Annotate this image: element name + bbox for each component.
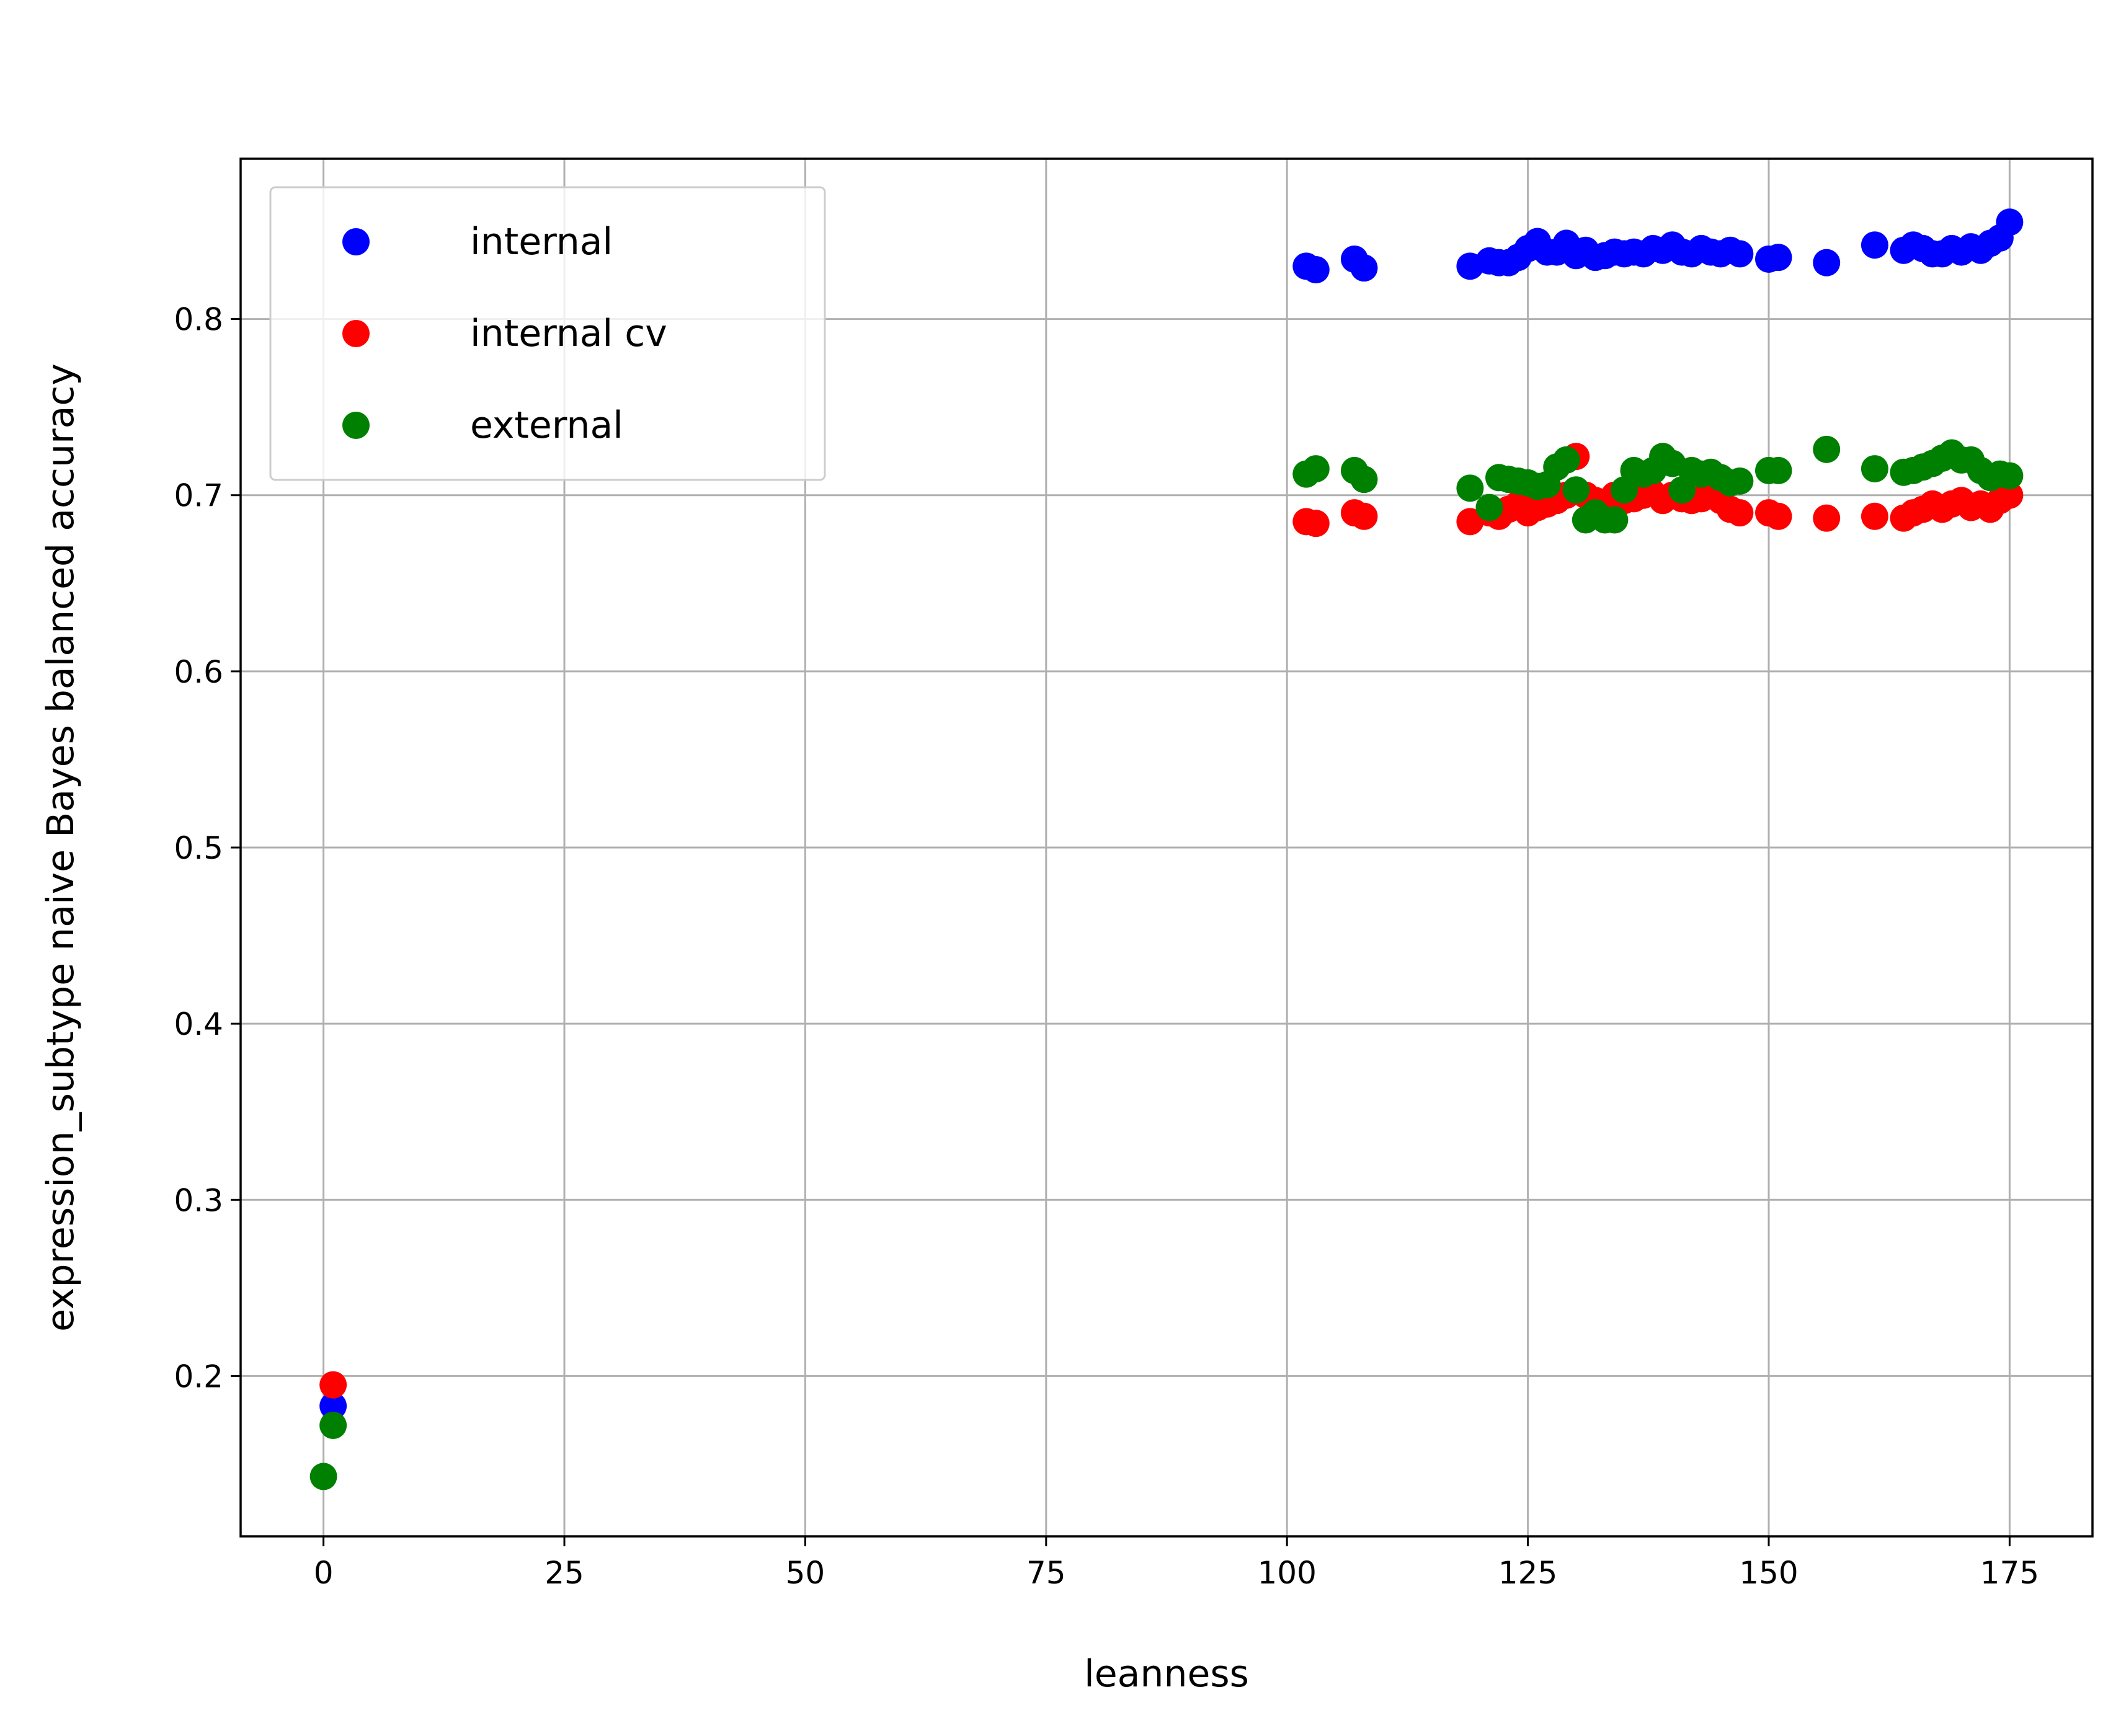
data-points <box>309 208 2024 1490</box>
y-tick-label: 0.7 <box>174 478 223 514</box>
point-internal <box>1764 244 1792 272</box>
legend-label-internal-cv: internal cv <box>470 312 667 355</box>
point-external <box>309 1463 337 1490</box>
y-tick-label: 0.4 <box>174 1006 223 1042</box>
y-tick-label: 0.3 <box>174 1182 223 1218</box>
point-external <box>1861 455 1888 483</box>
point-internal-cv <box>1861 502 1888 530</box>
y-tick-label: 0.6 <box>174 654 223 690</box>
legend-frame <box>269 186 826 481</box>
point-external <box>1456 474 1484 502</box>
point-external <box>1813 435 1841 463</box>
point-internal-cv <box>1996 481 2024 509</box>
legend: internal internal cv external <box>269 186 826 481</box>
legend-label-external: external <box>470 404 623 447</box>
x-tick-label: 125 <box>1498 1555 1557 1591</box>
point-internal <box>1996 208 2024 236</box>
y-tick-label: 0.2 <box>174 1358 223 1394</box>
point-internal <box>1350 254 1378 282</box>
point-internal-cv <box>1813 504 1841 532</box>
point-external <box>1996 462 2024 490</box>
y-tick-label: 0.5 <box>174 830 223 866</box>
point-internal-cv <box>1764 502 1792 530</box>
legend-label-internal: internal <box>470 220 613 264</box>
point-internal <box>1861 231 1888 259</box>
point-internal <box>319 1392 347 1420</box>
x-tick-label: 0 <box>314 1555 334 1591</box>
y-tick-label: 0.8 <box>174 302 223 338</box>
legend-marker-internal <box>342 228 370 255</box>
point-external <box>319 1411 347 1439</box>
legend-entries: internal internal cv external <box>342 220 667 447</box>
point-internal-cv <box>1726 499 1754 527</box>
x-axis-label: leanness <box>1084 1652 1249 1696</box>
point-internal-cv <box>1350 502 1378 530</box>
x-tick-label: 75 <box>1026 1555 1066 1591</box>
point-internal <box>1813 249 1841 277</box>
legend-marker-external <box>342 412 370 439</box>
point-internal <box>1726 240 1754 268</box>
point-external <box>1764 456 1792 484</box>
x-tick-label: 150 <box>1739 1555 1798 1591</box>
x-tick-label: 100 <box>1257 1555 1316 1591</box>
point-internal-cv <box>1302 510 1330 538</box>
point-external <box>1302 455 1330 483</box>
point-external <box>1726 467 1754 495</box>
x-tick-label: 50 <box>786 1555 825 1591</box>
axis-ticks: 0 25 50 75 100 125 150 175 0.2 0.3 0.4 0.5 0.6 0.7 0.8 <box>174 302 2039 1591</box>
point-internal <box>1302 256 1330 284</box>
point-external <box>1552 446 1580 474</box>
point-internal-cv <box>319 1371 347 1399</box>
point-external <box>1601 506 1629 534</box>
point-external <box>1562 476 1590 504</box>
y-axis-label: expression_subtype naive Bayes balanced … <box>39 363 82 1332</box>
x-tick-label: 25 <box>545 1555 584 1591</box>
x-tick-label: 175 <box>1980 1555 2039 1591</box>
point-external <box>1350 466 1378 494</box>
point-external <box>1475 494 1503 521</box>
legend-marker-internal-cv <box>342 320 370 347</box>
